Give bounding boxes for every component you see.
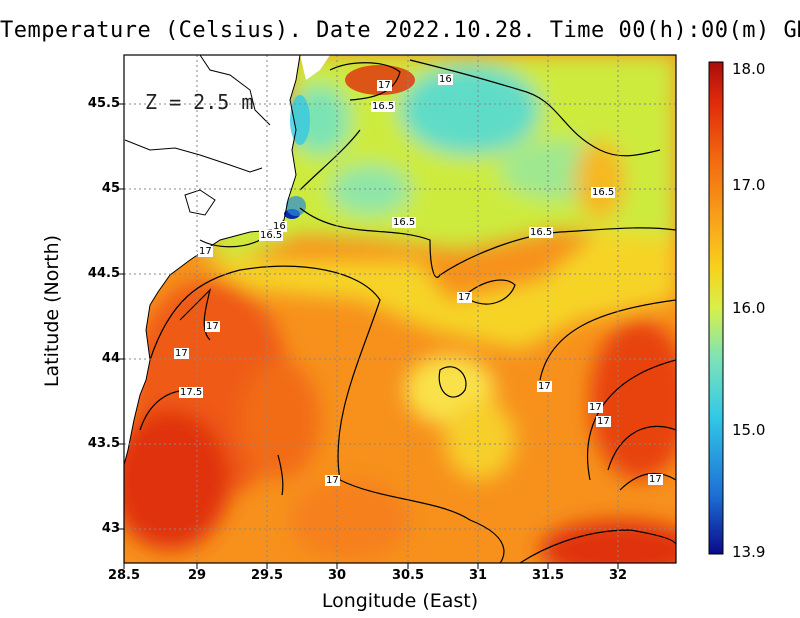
y-tick-label: 45.5 [87, 96, 120, 111]
contour-label: 17 [537, 381, 552, 392]
y-tick-label: 43.5 [87, 436, 120, 451]
contour-label: 16.5 [371, 101, 396, 112]
contour-label: 16 [438, 74, 453, 85]
x-tick-label: 30.5 [391, 568, 425, 583]
contour-label: 16 [272, 221, 287, 232]
x-tick-label: 31.5 [531, 568, 565, 583]
x-tick-label: 28.5 [107, 568, 141, 583]
y-axis-label: Latitude (North) [41, 234, 63, 388]
colorbar-tick-label: 15.0 [732, 421, 766, 439]
x-tick-label: 29 [187, 568, 207, 583]
depth-label: Z = 2.5 m [145, 90, 254, 114]
contour-label: 17 [588, 402, 603, 413]
contour-label: 17.5 [179, 387, 204, 398]
y-tick-label: 45 [101, 181, 120, 196]
x-tick-label: 29.5 [250, 568, 284, 583]
contour-label: 17 [596, 416, 611, 427]
contour-label: 17 [648, 474, 663, 485]
contour-label: 17 [174, 348, 189, 359]
field-layer [124, 55, 676, 563]
contour-label: 17 [325, 475, 340, 486]
contour-label: 17 [205, 321, 220, 332]
x-tick-label: 31 [468, 568, 488, 583]
x-tick-label: 32 [608, 568, 628, 583]
contour-label: 17 [198, 246, 213, 257]
colorbar [708, 61, 724, 555]
colorbar-tick-label: 16.0 [732, 299, 766, 317]
x-tick-label: 30 [327, 568, 347, 583]
contour-label: 16.5 [591, 187, 616, 198]
contour-label: 16.5 [529, 227, 554, 238]
y-tick-label: 43 [101, 521, 120, 536]
plot-frame [123, 54, 677, 564]
figure-title: Temperature (Celsius). Date 2022.10.28. … [0, 18, 800, 43]
contour-label: 16.5 [259, 230, 284, 241]
contour-label: 17 [377, 80, 392, 91]
y-tick-label: 44.5 [87, 266, 120, 281]
colorbar-min-label: 13.9 [732, 543, 766, 561]
x-axis-label: Longitude (East) [321, 590, 479, 612]
colorbar-tick-label: 17.0 [732, 176, 766, 194]
colorbar-max-label: 18.0 [732, 60, 766, 78]
y-tick-label: 44 [101, 351, 120, 366]
contour-label: 16.5 [392, 217, 417, 228]
contour-label: 17 [457, 292, 472, 303]
